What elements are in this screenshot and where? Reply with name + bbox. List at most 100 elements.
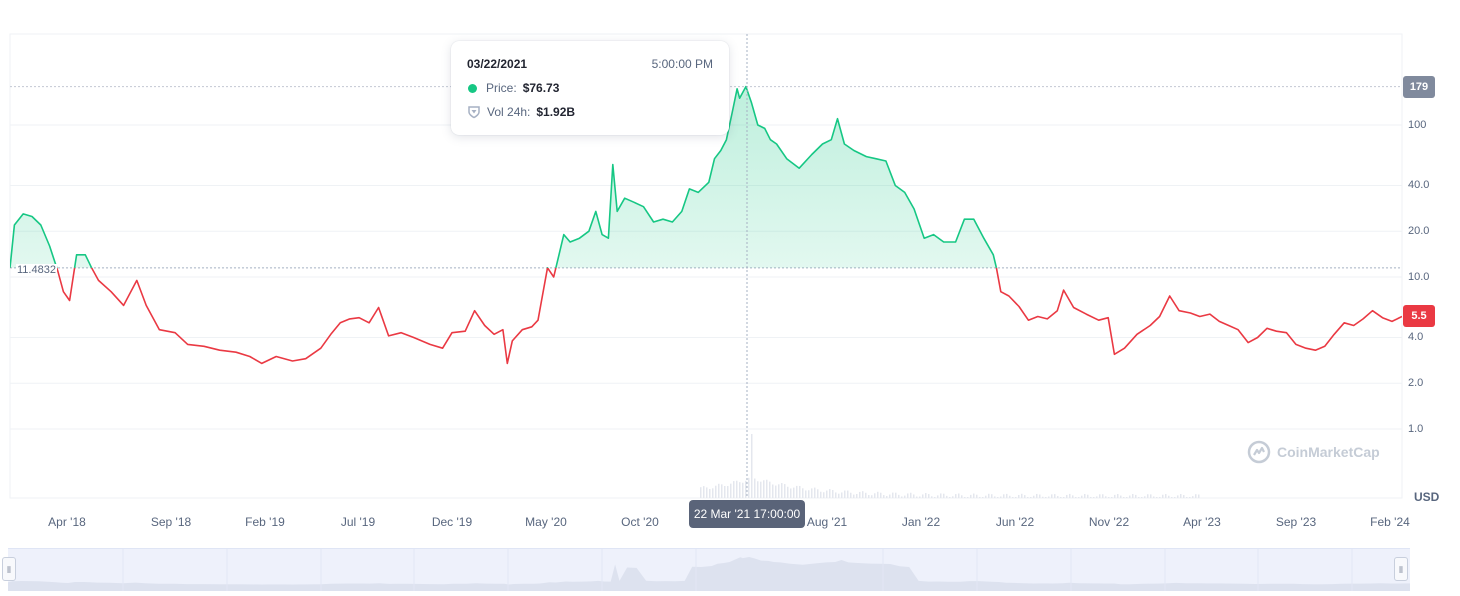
price-point[interactable] [68,299,72,303]
price-point[interactable] [680,209,684,213]
price-point[interactable] [1217,319,1221,323]
price-point[interactable] [594,209,598,213]
price-point[interactable] [615,209,619,213]
price-point[interactable] [377,306,381,310]
price-point[interactable] [1361,317,1365,321]
price-point[interactable] [1084,312,1088,316]
price-point[interactable] [546,266,550,270]
price-point[interactable] [30,215,34,219]
price-point[interactable] [441,346,445,350]
price-point[interactable] [962,217,966,221]
price-point[interactable] [21,212,25,216]
price-point[interactable] [1026,318,1030,322]
price-point[interactable] [1332,332,1336,336]
price-point[interactable] [90,266,94,270]
price-point[interactable] [552,275,556,279]
price-point[interactable] [670,220,674,224]
price-point[interactable] [775,142,779,146]
price-point[interactable] [97,278,101,282]
price-point[interactable] [75,253,79,257]
price-point[interactable] [367,321,371,325]
price-point[interactable] [842,142,846,146]
price-point[interactable] [234,350,238,354]
price-point[interactable] [1342,321,1346,325]
navigator-left-handle[interactable]: ⦀ [2,557,16,581]
price-point[interactable] [768,138,772,142]
price-point[interactable] [1148,324,1152,328]
price-point[interactable] [912,207,916,211]
price-point[interactable] [348,317,352,321]
price-point[interactable] [1371,309,1375,313]
price-point[interactable] [730,111,734,115]
price-point[interactable] [428,342,432,346]
price-point[interactable] [61,290,65,294]
price-point[interactable] [536,318,540,322]
price-point[interactable] [1017,305,1021,309]
price-point[interactable] [1045,317,1049,321]
price-point[interactable] [785,157,789,161]
price-point[interactable] [707,180,711,184]
price-point[interactable] [687,187,691,191]
price-point[interactable] [260,361,264,365]
price-point[interactable] [144,303,148,307]
price-point[interactable] [1256,336,1260,340]
price-point[interactable] [864,155,868,159]
price-point[interactable] [829,138,833,142]
price-point[interactable] [1097,318,1101,322]
price-point[interactable] [1274,329,1278,333]
price-point[interactable] [520,328,524,332]
price-point[interactable] [954,240,958,244]
price-point[interactable] [319,346,323,350]
navigator-right-handle[interactable]: ⦀ [1394,557,1408,581]
price-point[interactable] [999,290,1003,294]
price-point[interactable] [473,309,477,313]
price-point[interactable] [387,334,391,338]
price-point[interactable] [1304,346,1308,350]
price-point[interactable] [399,331,403,335]
price-point[interactable] [821,142,825,146]
price-point[interactable] [738,96,742,100]
price-point[interactable] [632,200,636,204]
price-point[interactable] [763,126,767,130]
price-point[interactable] [8,266,12,270]
price-point[interactable] [450,331,454,335]
price-point[interactable] [510,339,514,343]
price-point[interactable] [884,159,888,163]
range-navigator[interactable] [8,548,1410,591]
price-point[interactable] [248,355,252,359]
price-point[interactable] [1055,309,1059,313]
price-point[interactable] [1227,324,1231,328]
price-point[interactable] [1236,328,1240,332]
price-point[interactable] [1135,332,1139,336]
price-point[interactable] [1208,312,1212,316]
price-point[interactable] [1158,315,1162,319]
price-point[interactable] [1246,341,1250,345]
price-point[interactable] [157,328,161,332]
price-point[interactable] [539,301,543,305]
price-point[interactable] [982,236,986,240]
price-point[interactable] [463,329,467,333]
price-point[interactable] [611,163,615,167]
price-point[interactable] [1062,288,1066,292]
price-point[interactable] [1007,294,1011,298]
price-point[interactable] [186,342,190,346]
price-point[interactable] [39,223,43,227]
price-point[interactable] [750,101,754,105]
price-point[interactable] [606,236,610,240]
price-point[interactable] [412,336,416,340]
price-point[interactable] [756,123,760,127]
price-point[interactable] [1265,326,1269,330]
price-point[interactable] [578,236,582,240]
price-point[interactable] [1177,309,1181,313]
price-point[interactable] [109,290,113,294]
price-point[interactable] [1285,331,1289,335]
price-point[interactable] [48,244,52,248]
price-point[interactable] [932,233,936,237]
price-point[interactable] [922,236,926,240]
price-point[interactable] [600,233,604,237]
price-point[interactable] [135,278,139,282]
price-point[interactable] [202,344,206,348]
price-point[interactable] [483,324,487,328]
